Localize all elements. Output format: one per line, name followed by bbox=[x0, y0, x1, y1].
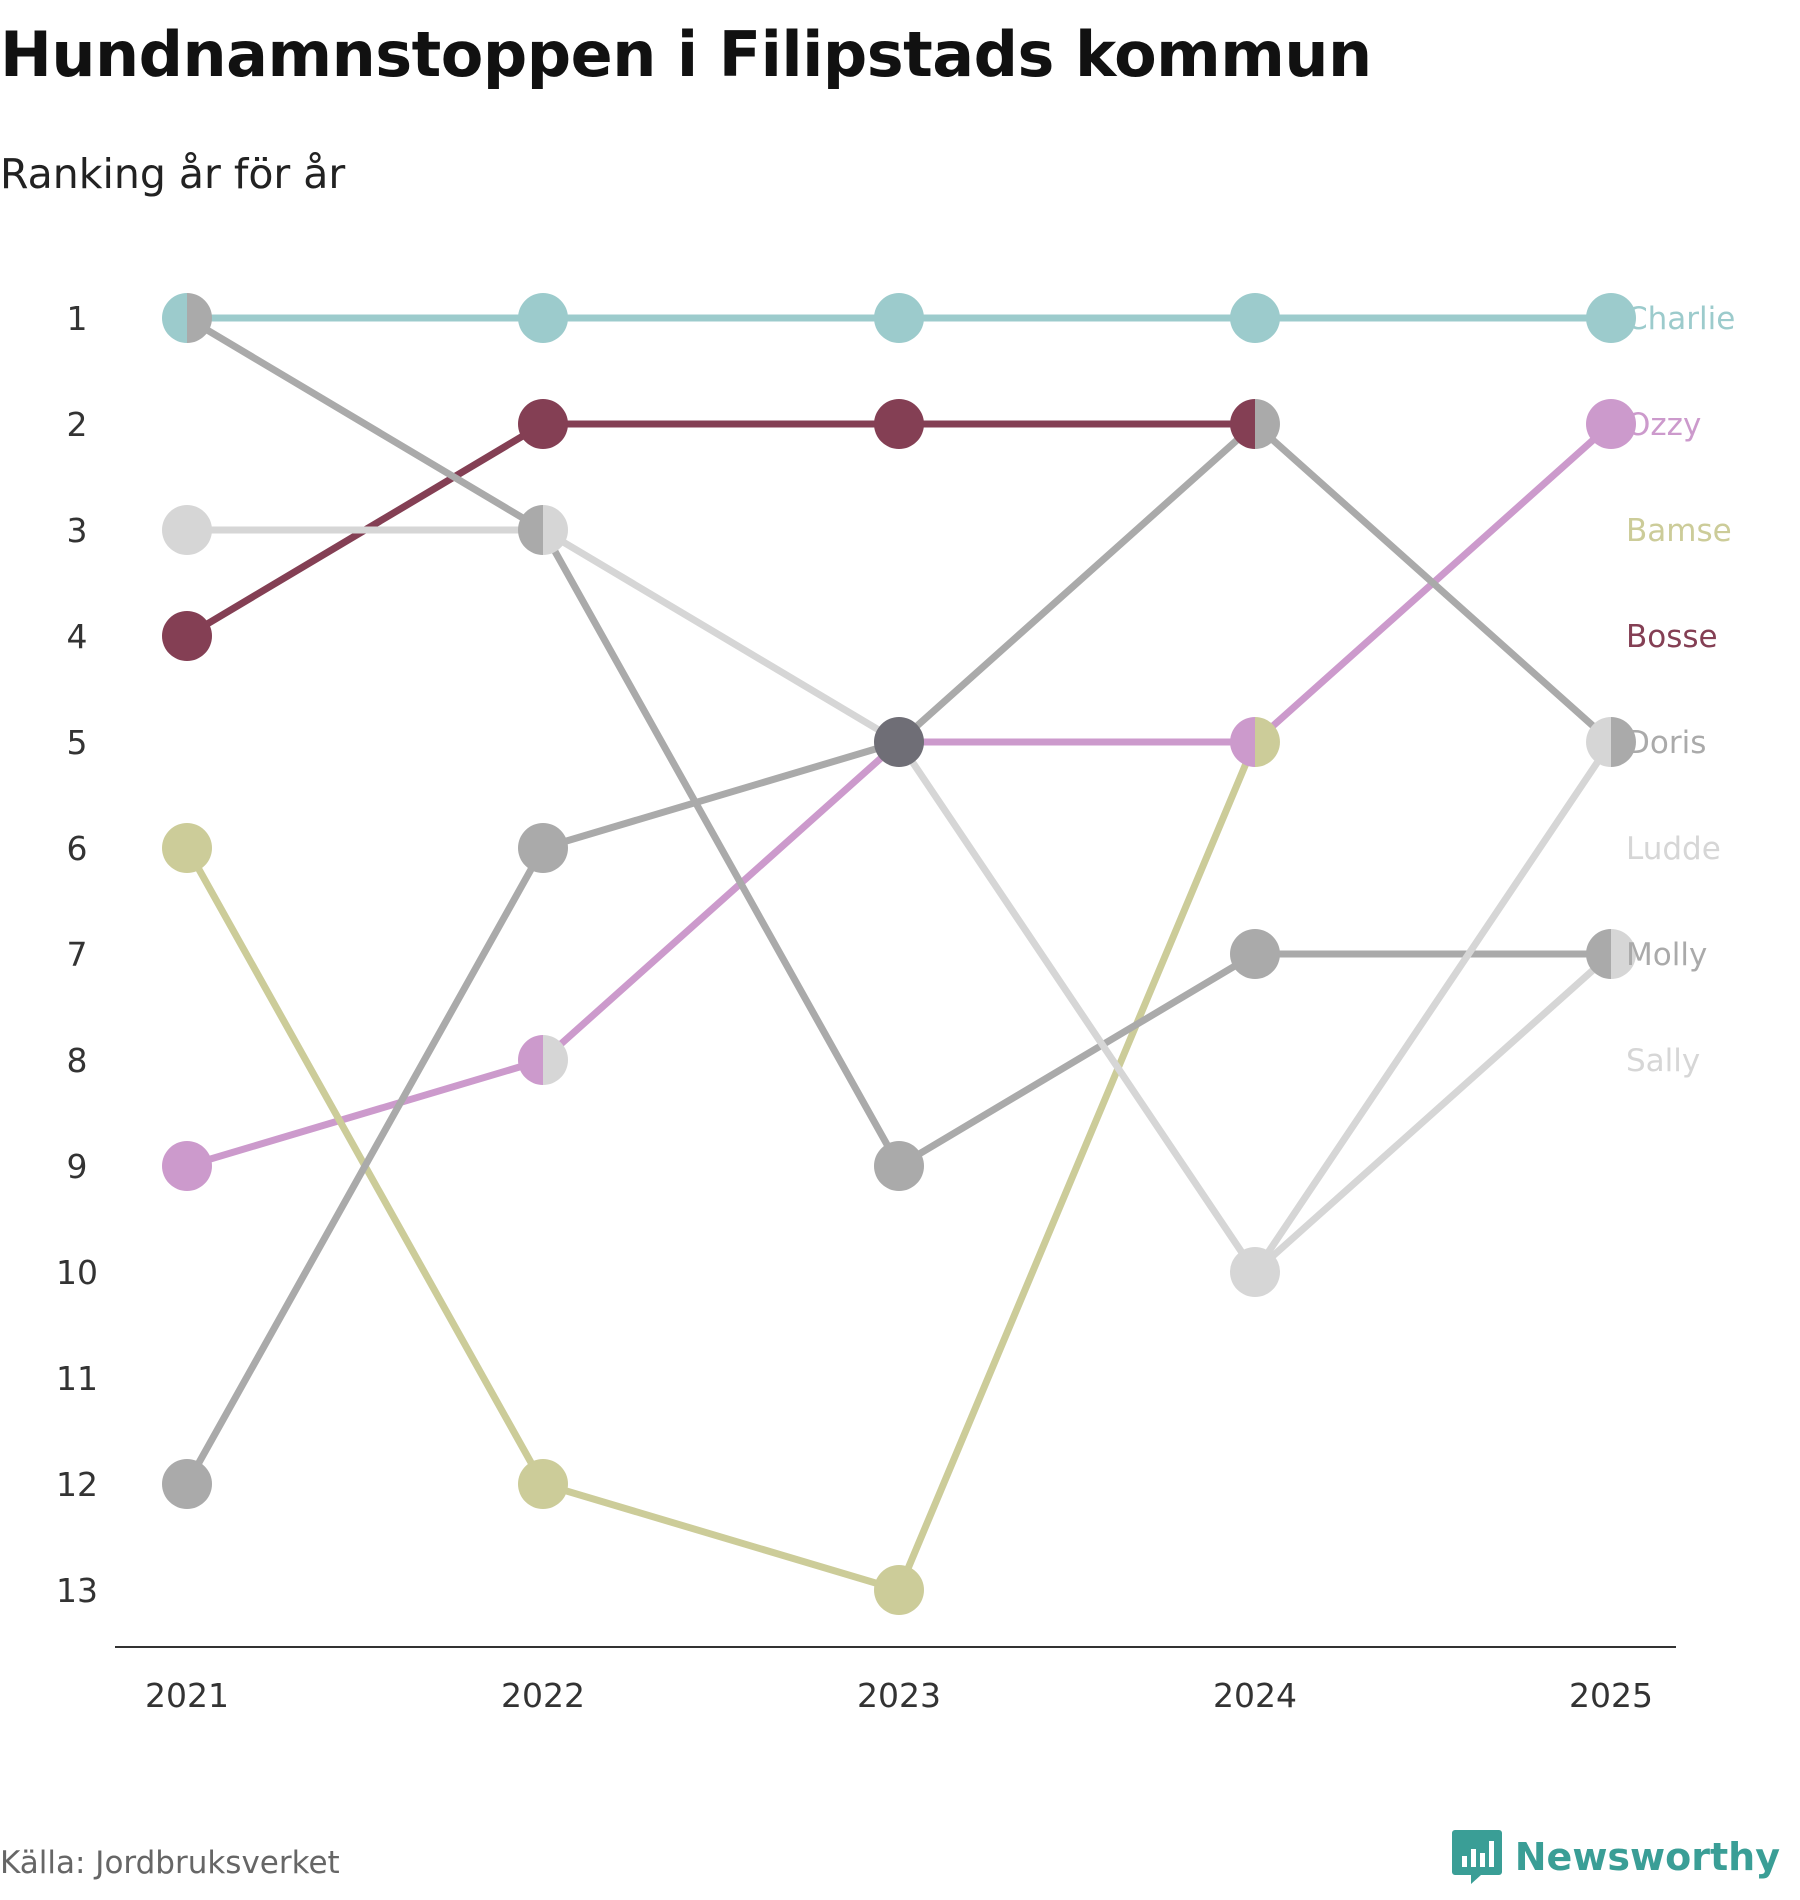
point-right-half-bamse bbox=[1255, 717, 1280, 767]
series-label-sally: Sally bbox=[1626, 1043, 1700, 1079]
y-tick-label: 9 bbox=[67, 1147, 88, 1186]
line-segment-molly bbox=[183, 844, 547, 1488]
y-tick-label: 5 bbox=[67, 723, 88, 762]
line-segment-ludde bbox=[539, 526, 903, 746]
point-ozzy bbox=[1586, 399, 1636, 449]
line-segment-doris bbox=[183, 314, 547, 534]
point-right-half-doris bbox=[187, 293, 212, 343]
x-tick-label: 2021 bbox=[145, 1676, 229, 1715]
y-tick-label: 4 bbox=[67, 617, 88, 656]
line-segment-doris bbox=[539, 526, 903, 1170]
source-note: Källa: Jordbruksverket bbox=[0, 1845, 340, 1881]
series-lines bbox=[183, 314, 1615, 1594]
point-charlie bbox=[874, 293, 924, 343]
line-segment-ozzy bbox=[539, 738, 903, 1064]
line-segment-bamse bbox=[539, 1480, 903, 1594]
point-left-half-ludde bbox=[1586, 717, 1611, 767]
point-right-half-sally bbox=[1611, 929, 1636, 979]
point-left-half-ludde bbox=[1230, 1247, 1255, 1297]
point-bamse bbox=[874, 1565, 924, 1615]
point-ludde bbox=[162, 505, 212, 555]
point-bamse bbox=[162, 823, 212, 873]
line-segment-bamse bbox=[895, 738, 1259, 1594]
x-tick-label: 2023 bbox=[857, 1676, 941, 1715]
x-tick-label: 2025 bbox=[1569, 1676, 1653, 1715]
series-label-doris: Doris bbox=[1626, 725, 1706, 761]
point-bosse bbox=[162, 611, 212, 661]
series-label-ludde: Ludde bbox=[1626, 831, 1721, 867]
line-segment-ludde bbox=[1251, 738, 1615, 1276]
point-charlie bbox=[1586, 293, 1636, 343]
line-segment-sally bbox=[1251, 950, 1615, 1276]
y-tick-label: 7 bbox=[67, 935, 88, 974]
y-tick-label: 2 bbox=[67, 405, 88, 444]
bar-chart-speech-bubble-icon bbox=[1451, 1830, 1502, 1884]
series-labels: Charlie Ozzy Bamse Bosse Doris Ludde Molly Sall… bbox=[1626, 301, 1735, 1079]
point-overlap-ozzy-ludde-molly bbox=[874, 717, 924, 767]
point-doris bbox=[1230, 929, 1280, 979]
point-charlie bbox=[518, 293, 568, 343]
series-label-bamse: Bamse bbox=[1626, 513, 1732, 549]
y-tick-label: 3 bbox=[67, 511, 88, 550]
point-left-half-ozzy bbox=[1230, 717, 1255, 767]
chart-subtitle: Ranking år för år bbox=[0, 150, 346, 198]
y-tick-label: 8 bbox=[67, 1041, 88, 1080]
line-segment-ludde bbox=[895, 738, 1259, 1276]
point-bosse bbox=[518, 399, 568, 449]
point-molly bbox=[162, 1459, 212, 1509]
point-left-half-ozzy bbox=[518, 1035, 543, 1085]
point-left-half-doris bbox=[1586, 929, 1611, 979]
point-right-half-sally bbox=[543, 1035, 568, 1085]
series-points bbox=[162, 293, 1636, 1615]
y-tick-label: 1 bbox=[67, 299, 88, 338]
y-tick-label: 13 bbox=[56, 1571, 98, 1610]
line-segment-ozzy bbox=[183, 1056, 547, 1170]
point-right-half-molly bbox=[1255, 399, 1280, 449]
point-doris bbox=[874, 1141, 924, 1191]
y-tick-label: 12 bbox=[56, 1465, 98, 1504]
brand-logo[interactable]: Newsworthy bbox=[1451, 1828, 1780, 1886]
point-left-half-charlie bbox=[162, 293, 187, 343]
line-segment-molly bbox=[539, 738, 903, 852]
y-tick-label: 6 bbox=[67, 829, 88, 868]
series-label-bosse: Bosse bbox=[1626, 619, 1718, 655]
point-bosse bbox=[874, 399, 924, 449]
y-tick-label: 11 bbox=[56, 1359, 98, 1398]
line-segment-doris bbox=[895, 950, 1259, 1170]
point-left-half-doris bbox=[518, 505, 543, 555]
series-label-molly: Molly bbox=[1626, 937, 1707, 973]
point-left-half-bosse bbox=[1230, 399, 1255, 449]
brand-name: Newsworthy bbox=[1514, 1835, 1780, 1879]
series-label-charlie: Charlie bbox=[1626, 301, 1735, 337]
x-axis-ticks: 2021 2022 2023 2024 2025 bbox=[145, 1676, 1653, 1715]
chart-title: Hundnamnstoppen i Filipstads kommun bbox=[0, 18, 1372, 91]
series-label-ozzy: Ozzy bbox=[1626, 407, 1701, 443]
point-right-half-molly bbox=[1611, 717, 1636, 767]
line-segment-molly bbox=[895, 420, 1259, 746]
point-bamse bbox=[518, 1459, 568, 1509]
x-tick-label: 2022 bbox=[501, 1676, 585, 1715]
line-segment-molly bbox=[1251, 420, 1615, 746]
point-ozzy bbox=[162, 1141, 212, 1191]
x-tick-label: 2024 bbox=[1213, 1676, 1297, 1715]
point-molly bbox=[518, 823, 568, 873]
point-right-half-ludde bbox=[543, 505, 568, 555]
point-right-half-sally bbox=[1255, 1247, 1280, 1297]
y-tick-label: 10 bbox=[56, 1253, 98, 1292]
point-charlie bbox=[1230, 293, 1280, 343]
